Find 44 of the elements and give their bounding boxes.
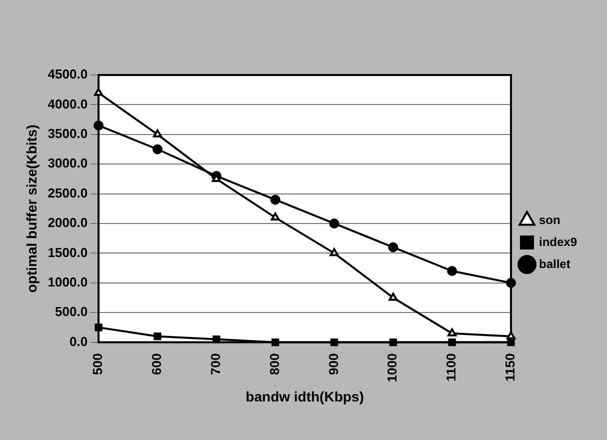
legend-label: index9	[538, 234, 578, 249]
point	[152, 144, 162, 154]
legend-label: ballet	[538, 256, 570, 271]
point	[271, 338, 280, 346]
point	[448, 328, 457, 336]
x-tick-label: 1150	[502, 353, 518, 382]
x-tick-label: 800	[266, 353, 282, 375]
x-tick-label: 1000	[384, 353, 400, 382]
x-tick-label: 1100	[444, 353, 459, 382]
point	[270, 212, 280, 221]
y-tick-label: 2000.0	[48, 215, 88, 230]
x-tick-label: 500	[90, 353, 106, 375]
y-tick-label: 500.0	[55, 304, 88, 320]
legend-label: son	[538, 212, 560, 227]
point	[506, 278, 516, 288]
y-tick-label: 4500.0	[48, 66, 88, 82]
point	[330, 248, 339, 256]
point	[154, 332, 162, 340]
point	[389, 338, 397, 346]
y-tick-label: 4000.0	[48, 96, 88, 112]
point	[448, 338, 456, 346]
point	[330, 338, 338, 346]
point	[153, 129, 162, 138]
y-tick-label: 1000.0	[48, 274, 88, 290]
y-tick-label: 1500.0	[48, 244, 88, 260]
x-tick-label: 900	[326, 353, 341, 375]
point	[94, 120, 104, 130]
point	[212, 335, 220, 344]
x-tick-label: 600	[149, 353, 164, 375]
point	[447, 266, 458, 276]
point	[270, 194, 280, 205]
point	[388, 292, 398, 301]
point	[506, 331, 516, 340]
y-tick-label: 3500.0	[48, 126, 88, 141]
x-tick-label: 700	[208, 353, 223, 375]
point	[507, 338, 515, 346]
y-axis-title: optimal buffer size(Kbits)	[23, 124, 40, 293]
x-axis-title: bandw idth(Kbps)	[246, 388, 364, 404]
y-tick-label: 3000.0	[48, 156, 88, 171]
y-tick-label: 0.0	[69, 334, 88, 349]
point	[94, 324, 102, 332]
point	[329, 218, 340, 228]
point	[388, 242, 398, 252]
y-tick-label: 2500.0	[48, 185, 88, 200]
